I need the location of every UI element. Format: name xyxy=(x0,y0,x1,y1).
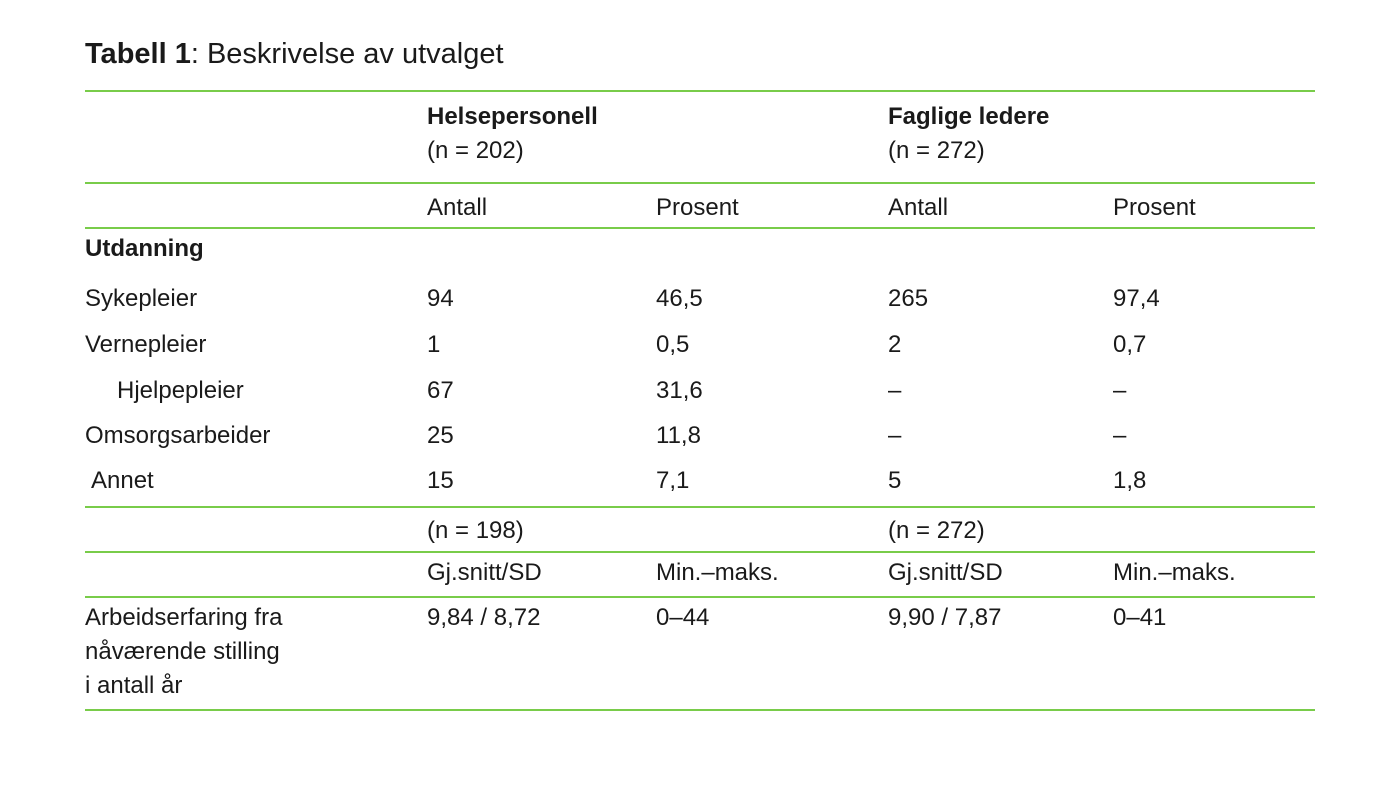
rule-bottom xyxy=(85,709,1315,711)
n-row-helsepersonell: (n = 198) xyxy=(427,517,524,544)
row-value: 0,5 xyxy=(656,331,690,358)
table-title-label: Tabell 1 xyxy=(85,38,191,70)
row-value: – xyxy=(1113,422,1127,449)
row-value: 11,8 xyxy=(656,422,701,449)
rule-after-n-row xyxy=(85,551,1315,553)
row-value: 94 xyxy=(427,285,454,312)
row-label: Annet xyxy=(91,467,154,494)
row-value: 15 xyxy=(427,467,454,494)
group-n-faglige-ledere: (n = 272) xyxy=(888,137,985,164)
experience-value: 9,84 / 8,72 xyxy=(427,604,541,631)
row-value: 265 xyxy=(888,285,929,312)
rule-after-stat-headers xyxy=(85,596,1315,598)
row-value: 5 xyxy=(888,467,902,494)
row-value: – xyxy=(888,422,902,449)
rule-top xyxy=(85,90,1315,92)
row-value: 31,6 xyxy=(656,377,703,404)
row-value: 1,8 xyxy=(1113,467,1147,494)
subheader-antall: Antall xyxy=(888,194,949,221)
experience-label-line: i antall år xyxy=(85,672,183,699)
row-label: Omsorgsarbeider xyxy=(85,422,271,449)
row-value: 7,1 xyxy=(656,467,690,494)
row-label: Sykepleier xyxy=(85,285,198,312)
subheader-prosent: Prosent xyxy=(656,194,739,221)
experience-value: 0–44 xyxy=(656,604,710,631)
rule-after-groups xyxy=(85,182,1315,184)
row-label: Hjelpepleier xyxy=(117,377,244,404)
experience-label-line: Arbeidserfaring fra xyxy=(85,604,283,631)
stat-header-min-max: Min.–maks. xyxy=(1113,559,1236,586)
row-value: 97,4 xyxy=(1113,285,1160,312)
group-name-faglige-ledere: Faglige ledere xyxy=(888,103,1050,130)
rule-after-subheaders xyxy=(85,227,1315,229)
stat-header-mean-sd: Gj.snitt/SD xyxy=(427,559,542,586)
row-value: – xyxy=(1113,377,1127,404)
table-title-text: : Beskrivelse av utvalget xyxy=(190,38,504,70)
row-value: – xyxy=(888,377,902,404)
experience-value: 0–41 xyxy=(1113,604,1167,631)
row-value: 0,7 xyxy=(1113,331,1147,358)
subheader-prosent: Prosent xyxy=(1113,194,1196,221)
stat-header-min-max: Min.–maks. xyxy=(656,559,779,586)
experience-label-line: nåværende stilling xyxy=(85,638,280,665)
table-title: Tabell 1: Beskrivelse av utvalget xyxy=(85,34,504,74)
row-value: 67 xyxy=(427,377,454,404)
row-value: 46,5 xyxy=(656,285,703,312)
row-value: 2 xyxy=(888,331,902,358)
rule-after-education xyxy=(85,506,1315,508)
row-label: Vernepleier xyxy=(85,331,207,358)
group-name-helsepersonell: Helsepersonell xyxy=(427,103,598,130)
row-value: 1 xyxy=(427,331,441,358)
group-n-helsepersonell: (n = 202) xyxy=(427,137,524,164)
experience-value: 9,90 / 7,87 xyxy=(888,604,1002,631)
stat-header-mean-sd: Gj.snitt/SD xyxy=(888,559,1003,586)
row-value: 25 xyxy=(427,422,454,449)
subheader-antall: Antall xyxy=(427,194,488,221)
n-row-faglige-ledere: (n = 272) xyxy=(888,517,985,544)
section-title-utdanning: Utdanning xyxy=(85,235,204,262)
